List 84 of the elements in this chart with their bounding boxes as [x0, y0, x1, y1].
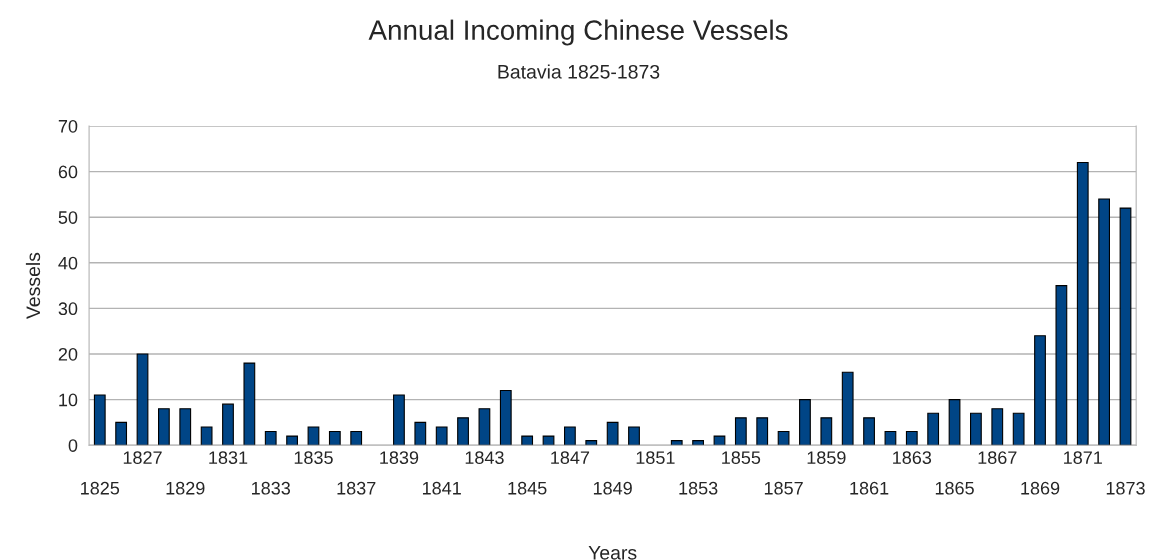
y-tick-label: 10 [59, 393, 78, 407]
y-tick-label: 30 [58, 302, 78, 316]
x-tick-label: 1859 [807, 451, 846, 465]
y-tick-label: 60 [58, 165, 78, 179]
x-tick-label: 1861 [850, 481, 889, 495]
chart-subtitle: Batavia 1825-1873 [498, 64, 660, 79]
bar [585, 440, 598, 446]
bar [307, 426, 320, 446]
chart-title: Annual Incoming Chinese Vessels [368, 19, 788, 46]
x-tick-label: 1835 [294, 451, 333, 465]
y-tick-label: 70 [58, 119, 78, 133]
bar [435, 426, 448, 446]
bar [1012, 412, 1025, 446]
x-tick-label: 1855 [722, 451, 761, 465]
x-tick-label: 1843 [465, 451, 504, 465]
bar [136, 353, 149, 446]
x-tick-label: 1829 [166, 481, 205, 495]
bar [863, 417, 875, 446]
x-tick-label: 1853 [679, 481, 718, 495]
bar [115, 421, 128, 446]
bar [606, 421, 619, 446]
bar [499, 389, 512, 446]
x-tick-label: 1839 [380, 451, 419, 465]
bar [157, 408, 170, 446]
bar [1055, 285, 1068, 446]
bar [179, 408, 192, 446]
bar [820, 417, 833, 446]
bar [692, 440, 705, 446]
bar [414, 421, 427, 446]
y-tick-label: 0 [68, 439, 78, 452]
bar [884, 430, 897, 446]
bar [286, 435, 298, 446]
x-tick-label: 1851 [636, 451, 675, 465]
bar [991, 408, 1004, 446]
y-tick-label: 20 [58, 347, 78, 361]
x-axis-title: Years [588, 546, 637, 560]
bar [93, 394, 106, 446]
bar [457, 417, 469, 446]
x-tick-label: 1869 [1021, 481, 1060, 495]
bar [478, 408, 491, 446]
y-tick-label: 40 [58, 256, 78, 270]
bar [243, 362, 256, 446]
bar [200, 426, 213, 446]
bar [1119, 207, 1132, 446]
x-tick-label: 1833 [252, 481, 291, 495]
bar [948, 399, 961, 446]
bar [756, 417, 769, 446]
bar [264, 430, 277, 446]
bar [841, 371, 854, 446]
bar [222, 403, 234, 446]
bar [328, 430, 341, 446]
x-tick-label: 1827 [123, 451, 162, 465]
bar [713, 435, 726, 446]
bar [1034, 335, 1046, 446]
bar [393, 394, 405, 446]
bar [542, 435, 555, 446]
x-tick-label: 1825 [81, 481, 120, 495]
bar [1076, 161, 1089, 446]
x-tick-label: 1865 [935, 481, 974, 495]
x-tick-label: 1841 [422, 481, 461, 495]
y-tick-label: 50 [58, 211, 78, 224]
bar [970, 412, 982, 446]
x-tick-label: 1867 [978, 451, 1017, 465]
x-tick-label: 1857 [764, 481, 803, 495]
bar [927, 412, 940, 446]
x-tick-label: 1845 [508, 481, 547, 495]
bar [350, 430, 363, 446]
bar [1098, 198, 1111, 446]
x-tick-label: 1837 [337, 481, 376, 495]
bar [521, 435, 534, 446]
x-tick-label: 1863 [893, 451, 932, 465]
x-tick-label: 1849 [593, 481, 632, 495]
y-axis-title: Vessels [25, 252, 41, 320]
x-tick-label: 1873 [1106, 481, 1145, 495]
x-tick-label: 1847 [551, 451, 590, 465]
bar [628, 426, 640, 446]
bar [777, 430, 790, 446]
x-tick-label: 1831 [209, 451, 248, 465]
bar [799, 399, 811, 446]
bar [670, 440, 683, 446]
bar [563, 426, 576, 446]
x-tick-label: 1871 [1064, 451, 1102, 465]
bar [905, 430, 918, 446]
bar [734, 417, 747, 446]
